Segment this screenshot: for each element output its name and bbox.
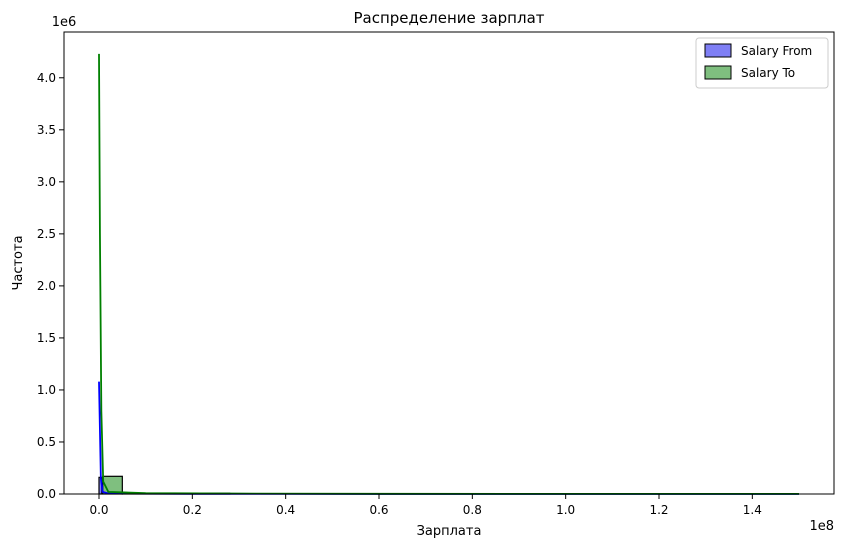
kde-lines [98,53,800,495]
x-tick-label: 0.8 [463,503,482,517]
kde-line-salary-from [98,381,800,495]
y-axis-offset: 1e6 [52,15,77,30]
legend-swatch-salary-to [704,65,732,80]
y-tick-label: 1.5 [37,331,56,345]
y-tick-label: 3.0 [37,175,56,189]
x-axis-offset: 1e8 [809,519,834,534]
legend: Salary From Salary To [695,37,829,89]
axes-frame [63,31,835,495]
y-tick-label: 0.0 [37,487,56,501]
x-axis-label: Зарплата [417,524,482,539]
legend-label-salary-from: Salary From [741,44,812,58]
x-tick-label: 1.0 [556,503,575,517]
y-tick-label: 4.0 [37,71,56,85]
legend-swatch-salary-from [704,43,732,58]
y-tick-label: 0.5 [37,435,56,449]
y-tick-label: 1.0 [37,383,56,397]
x-axis-ticks: 0.0 0.2 0.4 0.6 0.8 1.0 1.2 1.4 [89,494,762,517]
y-tick-label: 2.0 [37,279,56,293]
x-tick-label: 0.0 [89,503,108,517]
y-tick-label: 3.5 [37,123,56,137]
x-tick-label: 0.4 [276,503,295,517]
x-tick-label: 1.4 [743,503,762,517]
kde-line-salary-to [98,53,799,495]
x-tick-label: 1.2 [649,503,668,517]
x-tick-label: 0.6 [369,503,388,517]
y-axis-label: Частота [11,235,26,290]
histogram-bars [98,475,231,495]
y-tick-label: 2.5 [37,227,56,241]
y-axis-ticks: 0.0 0.5 1.0 1.5 2.0 2.5 3.0 3.5 4.0 [37,71,64,501]
legend-label-salary-to: Salary To [741,66,795,80]
chart-title: Распределение зарплат [353,9,544,27]
x-tick-label: 0.2 [183,503,202,517]
